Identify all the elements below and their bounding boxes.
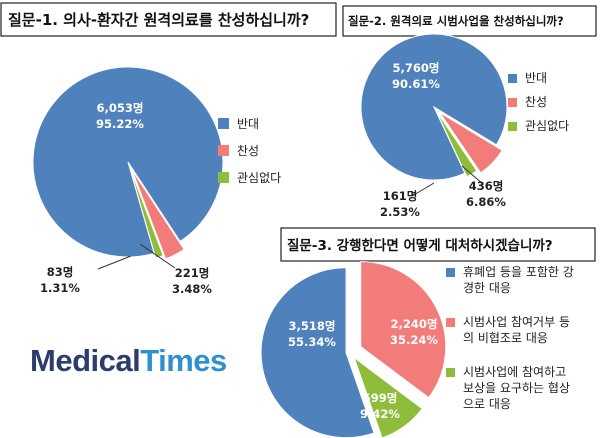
chart1-leader-3: [97, 255, 132, 270]
chart3-percent-label-1: 55.34%: [288, 335, 336, 349]
chart3-legend-label-1-line-1: 휴폐업 등을 포함한 강: [463, 265, 574, 279]
chart2-leader-3: [411, 182, 435, 197]
chart2-legend-swatch-2: [508, 98, 517, 107]
chart3-legend-label-3-line-1: 시범사업에 참여하고: [463, 365, 566, 379]
chart2-slice-2: [439, 112, 503, 174]
chart1-legend-swatch-1: [218, 118, 229, 129]
chart3-count-label-1: 3,518명: [289, 319, 336, 333]
chart1-legend-swatch-2: [218, 145, 229, 156]
chart1-slice-2: [131, 169, 185, 260]
chart2-percent-label-3: 2.53%: [380, 205, 420, 219]
chart1-leader-2: [139, 243, 176, 269]
chart3-legend-label-2-line-2: 의 비협조로 대응: [463, 331, 548, 345]
logo-text-medical: Medical: [30, 343, 140, 378]
chart1-title: 질문-1. 의사-환자간 원격의료를 찬성하십니까?: [8, 11, 309, 29]
chart3-legend-swatch-1: [446, 268, 455, 277]
svg-text:MedicalTimes: MedicalTimes: [30, 343, 227, 378]
chart2-percent-label-2: 6.86%: [466, 195, 506, 209]
chart3-legend-label-3-line-2: 보상을 요구하는 협상: [463, 381, 570, 395]
chart1-legend-swatch-3: [218, 172, 229, 183]
chart3-legend-swatch-3: [446, 368, 455, 377]
chart2-count-label-1: 5,760명: [393, 61, 440, 75]
chart2-legend-swatch-3: [508, 122, 517, 131]
chart3-title-box: [280, 227, 596, 262]
chart2-title-box: [342, 5, 597, 37]
chart3-count-label-2: 2,240명: [391, 317, 438, 331]
chart1-percent-label-1: 95.22%: [96, 117, 144, 131]
chart2-legend-label-2: 찬성: [525, 94, 547, 109]
logo-text-times: Times: [140, 343, 227, 378]
chart3-title: 질문-3. 강행한다면 어떻게 대처하시겠습니까?: [287, 237, 553, 254]
chart3-legend-label-1-line-2: 경한 대응: [463, 281, 511, 295]
chart1-legend-label-3: 관심없다: [237, 171, 281, 185]
chart3-legend-label-2-line-1: 시범사업 참여거부 등: [463, 315, 570, 329]
chart1-slice-1: [32, 66, 224, 258]
chart1-count-label-2: 221명: [175, 266, 210, 280]
chart1-percent-label-2: 3.48%: [172, 282, 212, 296]
chart3-slice-1: [260, 267, 375, 438]
chart2-percent-label-1: 90.61%: [392, 77, 440, 91]
chart1-count-label-3: 83명: [47, 265, 74, 279]
medical-times-logo: MedicalTimes: [30, 343, 227, 378]
chart1-title-box: [0, 2, 337, 37]
chart2-title: 질문-2. 원격의료 시범사업을 찬성하십니까?: [348, 14, 564, 28]
chart1-legend-label-1: 반대: [237, 117, 259, 131]
chart3-count-label-3: 599명: [363, 391, 398, 405]
chart2-legend-label-1: 반대: [525, 71, 547, 85]
chart1-legend-label-2: 찬성: [237, 143, 259, 158]
chart2-legend-label-3: 관심없다: [525, 119, 569, 133]
chart3-legend-label-3-line-3: 으로 대응: [463, 397, 511, 411]
chart2-count-label-2: 436명: [469, 179, 504, 193]
chart3-legend-swatch-2: [446, 318, 455, 327]
chart3-percent-label-2: 35.24%: [390, 333, 438, 347]
chart1-count-label-1: 6,053명: [97, 101, 144, 115]
chart1-percent-label-3: 1.31%: [40, 281, 80, 295]
chart2-legend-swatch-1: [508, 74, 517, 83]
chart3-percent-label-3: 9.42%: [360, 407, 400, 421]
chart3-slice-2: [360, 261, 447, 399]
chart2-count-label-3: 161명: [383, 189, 418, 203]
chart2-leader-2: [461, 165, 484, 185]
chart2-slice-1: [360, 33, 508, 181]
